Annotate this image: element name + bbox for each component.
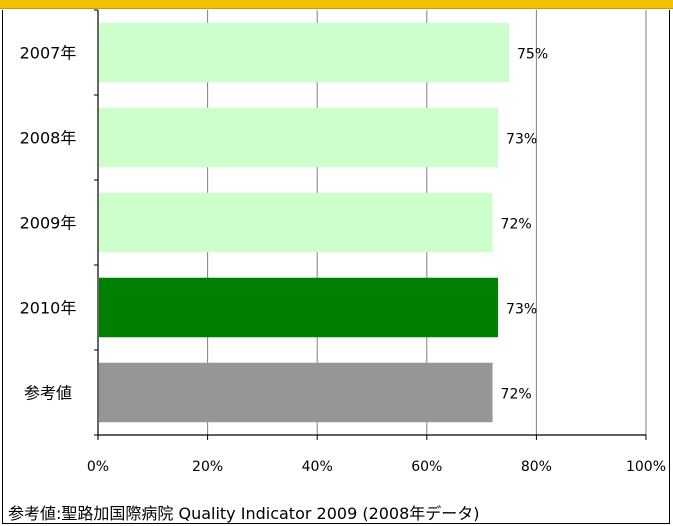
bar bbox=[99, 192, 493, 253]
x-tick-label: 60% bbox=[411, 459, 442, 475]
chart-frame bbox=[2, 10, 670, 524]
bar bbox=[99, 22, 509, 83]
x-tick-label: 100% bbox=[626, 459, 666, 475]
value-label: 73% bbox=[506, 302, 537, 318]
x-tick-label: 20% bbox=[192, 459, 223, 475]
category-label: 2007年 bbox=[20, 44, 77, 63]
bar bbox=[99, 107, 499, 168]
x-tick-label: 0% bbox=[87, 459, 109, 475]
top-accent-band bbox=[0, 0, 673, 9]
x-tick-label: 40% bbox=[302, 459, 333, 475]
x-tick-label: 80% bbox=[521, 459, 552, 475]
bar bbox=[99, 277, 499, 338]
value-label: 72% bbox=[501, 387, 532, 403]
category-label: 2008年 bbox=[20, 129, 77, 148]
category-label: 参考値 bbox=[24, 384, 72, 403]
category-label: 2010年 bbox=[20, 299, 77, 318]
category-label: 2009年 bbox=[20, 214, 77, 233]
value-label: 72% bbox=[501, 217, 532, 233]
value-label: 75% bbox=[517, 47, 548, 63]
bar bbox=[99, 362, 493, 423]
footnote-text: 参考値:聖路加国際病院 Quality Indicator 2009 (2008… bbox=[8, 504, 480, 523]
value-label: 73% bbox=[506, 132, 537, 148]
